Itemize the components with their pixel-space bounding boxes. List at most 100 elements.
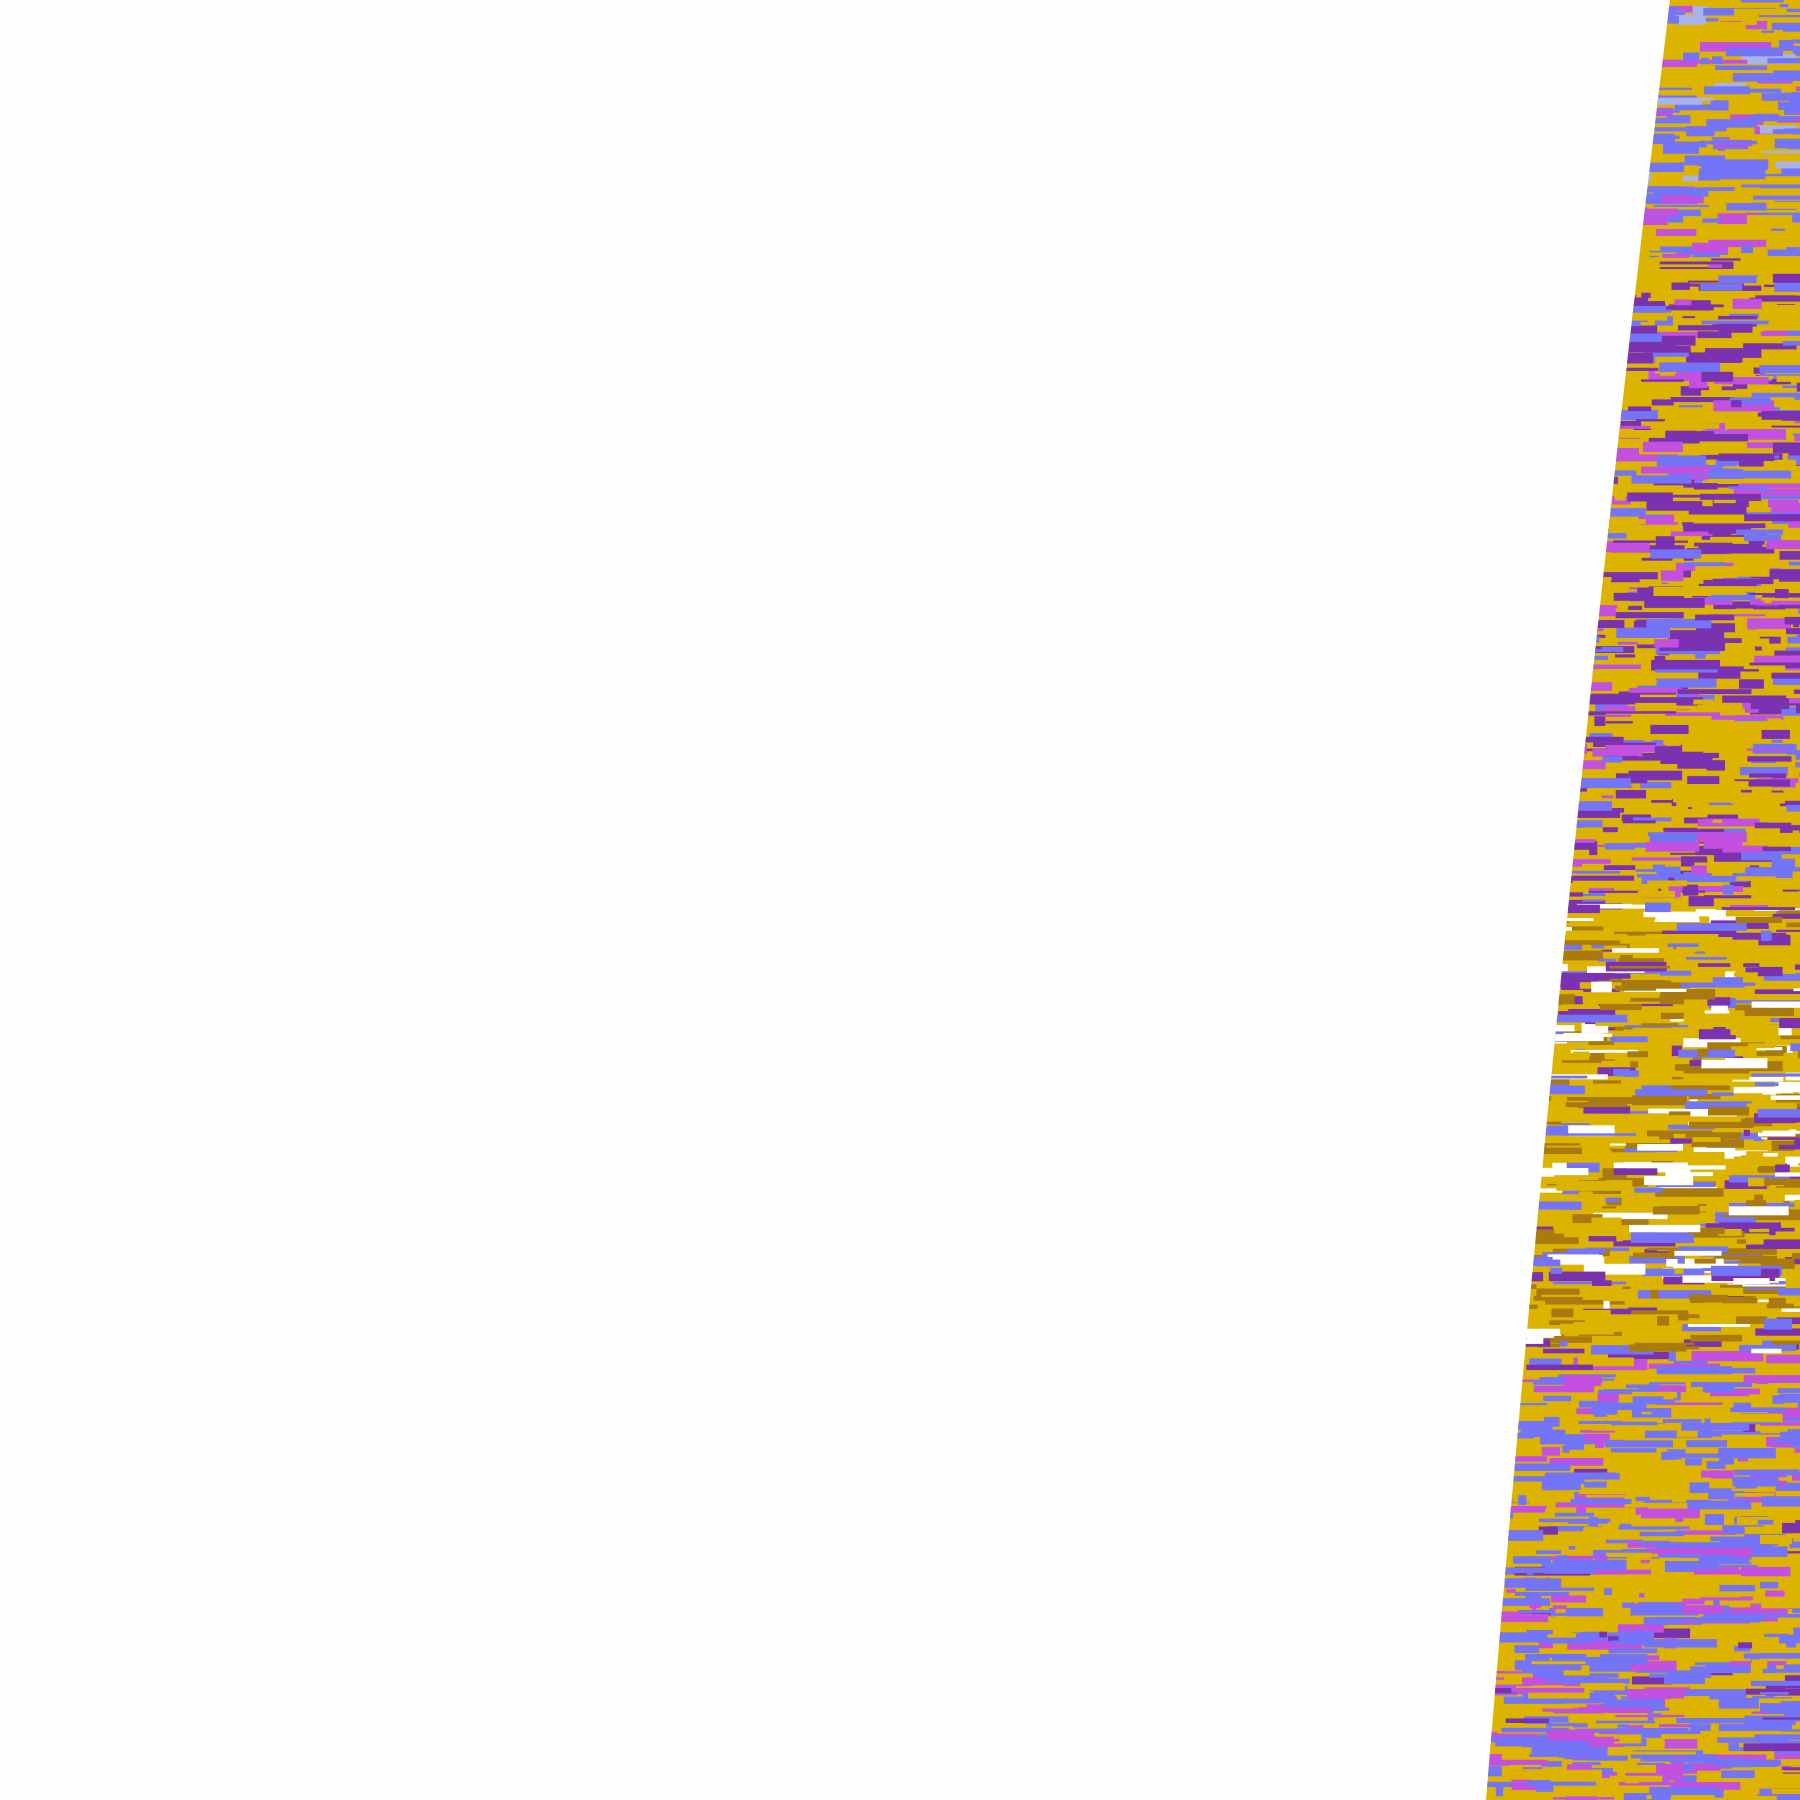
swath-pixel-patch [1687,1227,1725,1235]
swath-pixel-patch [1771,179,1783,187]
swath-pixel-patch [1486,524,1501,533]
swath-pixel-patch [1605,843,1636,850]
swath-pixel-patch [1656,15,1679,24]
swath-pixel-patch [1730,1407,1786,1413]
swath-pixel-patch [1651,127,1727,132]
swath-pixel-patch [1745,1688,1800,1695]
swath-pixel-patch [1560,316,1622,328]
swath-pixel-patch [1489,870,1535,875]
swath-pixel-patch [1486,1001,1491,1006]
swath-pixel-patch [1645,1548,1710,1554]
swath-pixel-patch [1674,875,1749,883]
swath-pixel-patch [1486,586,1511,592]
swath-pixel-patch [1503,1136,1539,1144]
swath-pixel-patch [1687,776,1720,784]
swath-pixel-patch [1547,990,1584,996]
swath-pixel-patch [1555,530,1582,534]
swath-pixel-patch [1504,1578,1562,1588]
swath-pixel-patch [1629,1256,1685,1264]
swath-pixel-patch [1488,550,1506,555]
swath-pixel-patch [1627,492,1673,502]
swath-pixel-patch [1578,450,1604,457]
swath-pixel-patch [1706,1461,1726,1469]
swath-pixel-patch [1620,208,1678,217]
swath-pixel-patch [1613,162,1628,166]
swath-pixel-patch [1786,628,1800,635]
swath-pixel-patch [1495,1272,1544,1282]
swath-pixel-patch [1593,389,1607,392]
swath-pixel-patch [1492,641,1542,651]
swath-pixel-patch [1793,43,1800,46]
swath-pixel-patch [1660,755,1713,764]
swath-pixel-patch [1778,1027,1792,1036]
swath-pixel-patch [1453,516,1474,520]
swath-pixel-patch [1770,638,1800,645]
swath-pixel-patch [1486,227,1497,238]
swath-pixel-patch [1530,1201,1582,1210]
swath-pixel-patch [1662,930,1737,937]
swath-pixel-patch [1571,252,1601,259]
swath-pixel-patch [1761,1597,1800,1609]
swath-pixel-patch [1545,1075,1588,1079]
swath-pixel-patch [1509,6,1518,13]
swath-pixel-patch [1547,1654,1578,1657]
swath-pixel-patch [1545,486,1572,495]
swath-pixel-patch [1486,1685,1489,1692]
swath-pixel-patch [1587,474,1598,478]
swath-pixel-patch [1694,1258,1716,1264]
swath-pixel-patch [1732,932,1787,940]
swath-pixel-patch [1486,217,1526,220]
swath-pixel-patch [1561,1759,1573,1770]
swath-pixel-patch [1549,1458,1604,1466]
swath-pixel-patch [1525,325,1601,334]
swath-pixel-patch [1651,1790,1671,1800]
swath-pixel-patch [1486,649,1522,660]
swath-pixel-patch [1506,497,1551,505]
swath-pixel-patch [1648,1108,1712,1114]
swath-pixel-patch [1514,1660,1582,1671]
swath-pixel-patch [1486,735,1521,741]
swath-pixel-patch [1552,1559,1627,1570]
swath-pixel-patch [1795,314,1800,323]
swath-pixel-patch [1467,39,1479,45]
swath-pixel-patch [1713,497,1736,504]
swath-pixel-patch [1486,1704,1492,1711]
swath-pixel-patch [1598,1731,1633,1735]
swath-pixel-patch [1645,841,1700,852]
swath-pixel-patch [1450,950,1480,958]
swath-pixel-patch [1486,1450,1492,1456]
swath-pixel-patch [1547,300,1578,308]
swath-pixel-patch [1493,687,1523,695]
swath-pixel-patch [1486,214,1501,225]
swath-pixel-patch [1787,751,1800,755]
swath-pixel-patch [1510,1144,1547,1154]
swath-pixel-patch [1700,493,1761,500]
swath-pixel-patch [1778,1284,1800,1296]
swath-pixel-patch [1508,520,1537,532]
swath-pixel-patch [1486,666,1535,670]
swath-pixel-patch [1486,1221,1494,1231]
swath-pixel-patch [1486,399,1517,402]
swath-pixel-patch [1499,114,1553,122]
swath-pixel-patch [1698,543,1775,554]
swath-pixel-patch [1701,57,1709,65]
swath-pixel-patch [1519,827,1543,831]
swath-pixel-patch [1692,1057,1702,1060]
swath-pixel-patch [1522,1740,1584,1748]
swath-pixel-patch [1688,506,1738,512]
swath-pixel-patch [1486,456,1522,462]
swath-pixel-patch [1619,1761,1637,1767]
swath-pixel-patch [1588,361,1617,372]
swath-pixel-patch [1685,1447,1741,1454]
swath-pixel-patch [1489,501,1552,506]
swath-pixel-patch [1788,518,1800,528]
swath-pixel-patch [1697,331,1713,342]
swath-pixel-patch [1514,619,1585,625]
swath-pixel-patch [1581,101,1590,105]
swath-pixel-patch [1551,1308,1574,1318]
swath-pixel-patch [1719,1222,1781,1229]
swath-pixel-patch [1614,985,1656,991]
swath-pixel-patch [1577,541,1650,553]
swath-pixel-patch [1541,1447,1561,1456]
swath-pixel-patch [1547,1542,1599,1546]
